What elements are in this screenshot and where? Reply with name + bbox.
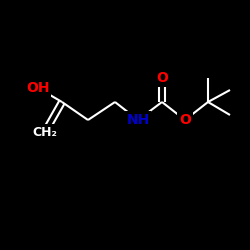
Text: NH: NH bbox=[126, 113, 150, 127]
Text: CH₂: CH₂ bbox=[32, 126, 58, 138]
Text: O: O bbox=[156, 71, 168, 85]
Text: OH: OH bbox=[26, 81, 50, 95]
Text: O: O bbox=[179, 113, 191, 127]
